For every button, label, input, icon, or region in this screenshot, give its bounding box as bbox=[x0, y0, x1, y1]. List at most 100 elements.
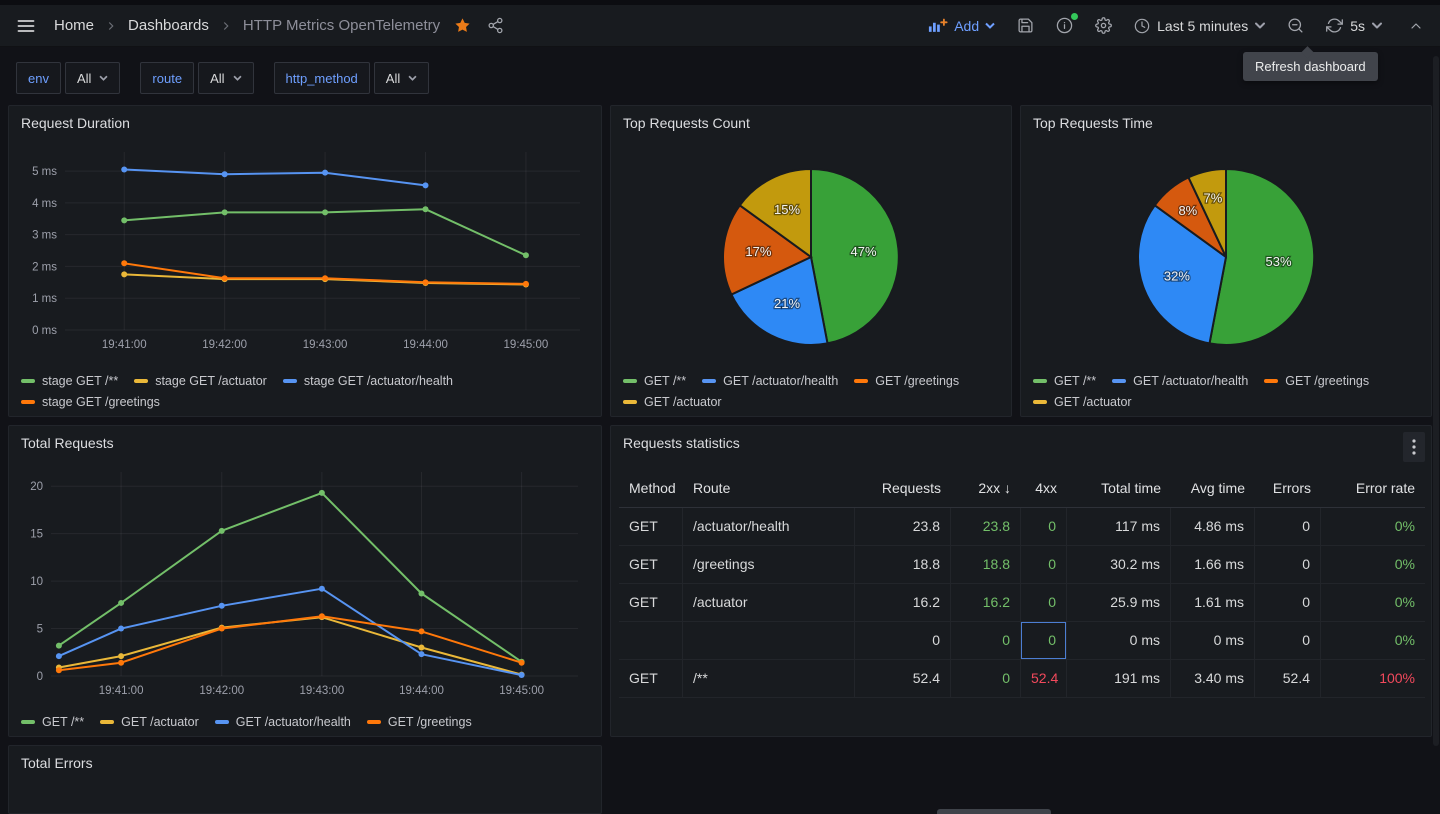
breadcrumb-home[interactable]: Home bbox=[54, 17, 95, 34]
filter-env-value[interactable]: All bbox=[64, 62, 121, 94]
table-cell[interactable]: 0% bbox=[1321, 508, 1425, 546]
table-header-total-time[interactable]: Total time bbox=[1067, 470, 1171, 508]
legend-item[interactable]: GET /actuator bbox=[100, 715, 199, 729]
time-range-picker[interactable]: Last 5 minutes bbox=[1134, 18, 1266, 34]
table-cell[interactable]: 0 bbox=[1021, 546, 1067, 584]
table-header-2xx[interactable]: 2xx ↓ bbox=[951, 470, 1021, 508]
table-cell[interactable]: 0 bbox=[951, 622, 1021, 660]
filter-route-value[interactable]: All bbox=[198, 62, 254, 94]
table-cell[interactable]: 23.8 bbox=[855, 508, 951, 546]
table-cell[interactable] bbox=[683, 622, 855, 660]
legend-item[interactable]: stage GET /actuator/health bbox=[282, 374, 453, 388]
request-duration-chart[interactable]: 0 ms 1 ms 2 ms 3 ms 4 ms 5 ms 19:41:00 19:42:00… bbox=[17, 140, 594, 356]
table-cell[interactable]: 52.4 bbox=[1021, 660, 1067, 698]
table-cell[interactable]: 0% bbox=[1321, 584, 1425, 622]
table-cell[interactable]: 16.2 bbox=[855, 584, 951, 622]
table-cell[interactable]: 25.9 ms bbox=[1067, 584, 1171, 622]
info-icon[interactable] bbox=[1056, 13, 1079, 34]
table-cell[interactable]: 0 bbox=[1021, 508, 1067, 546]
filter-env-label[interactable]: env bbox=[16, 62, 61, 94]
table-cell[interactable]: /actuator/health bbox=[683, 508, 855, 546]
share-icon[interactable] bbox=[487, 17, 504, 34]
top-requests-count-pie[interactable]: 47% 21% 17% 15% bbox=[611, 140, 1011, 358]
table-cell[interactable]: 18.8 bbox=[951, 546, 1021, 584]
table-cell[interactable]: 16.2 bbox=[951, 584, 1021, 622]
table-cell[interactable]: 0 bbox=[1021, 622, 1067, 660]
table-cell[interactable]: 0 bbox=[1255, 508, 1321, 546]
table-cell[interactable]: 117 ms bbox=[1067, 508, 1171, 546]
refresh-interval-label[interactable]: 5s bbox=[1350, 17, 1365, 34]
panel-title[interactable]: Top Requests Count bbox=[623, 115, 750, 131]
panel-title[interactable]: Total Requests bbox=[21, 435, 114, 451]
save-icon[interactable] bbox=[1017, 17, 1034, 34]
legend-item[interactable]: GET /actuator/health bbox=[702, 374, 838, 388]
table-cell[interactable]: 191 ms bbox=[1067, 660, 1171, 698]
legend-item[interactable]: GET /actuator/health bbox=[214, 715, 351, 729]
table-header-avg-time[interactable]: Avg time bbox=[1171, 470, 1255, 508]
legend-item[interactable]: GET /** bbox=[21, 715, 84, 729]
legend-item[interactable]: GET /** bbox=[623, 374, 686, 388]
table-cell[interactable]: 30.2 ms bbox=[1067, 546, 1171, 584]
table-header-route[interactable]: Route bbox=[683, 470, 855, 508]
table-cell[interactable] bbox=[619, 622, 683, 660]
panel-title[interactable]: Request Duration bbox=[21, 115, 130, 131]
panel-menu-icon[interactable] bbox=[1403, 432, 1425, 462]
total-requests-chart[interactable]: 0 5 10 15 20 19:41:00 19:42:00 19:43:00 19:44:00… bbox=[17, 460, 594, 704]
legend-item[interactable]: GET /actuator bbox=[623, 395, 722, 409]
table-cell[interactable]: 0 bbox=[951, 660, 1021, 698]
legend-item[interactable]: stage GET /actuator bbox=[134, 374, 267, 388]
table-cell[interactable]: 1.61 ms bbox=[1171, 584, 1255, 622]
table-cell[interactable]: 0 bbox=[855, 622, 951, 660]
gear-icon[interactable] bbox=[1095, 17, 1113, 34]
legend-item[interactable]: GET /actuator bbox=[1033, 395, 1132, 409]
filter-http-method-value[interactable]: All bbox=[373, 62, 430, 94]
table-cell[interactable]: 52.4 bbox=[1255, 660, 1321, 698]
filter-route-label[interactable]: route bbox=[140, 62, 195, 94]
table-cell[interactable]: 0 bbox=[1255, 584, 1321, 622]
refresh-icon[interactable] bbox=[1326, 17, 1344, 34]
table-cell[interactable]: 0 bbox=[1255, 546, 1321, 584]
legend-item[interactable]: GET /greetings bbox=[1264, 374, 1369, 388]
star-icon[interactable] bbox=[454, 17, 471, 34]
panel-title[interactable]: Total Errors bbox=[21, 755, 93, 771]
table-cell[interactable]: 0% bbox=[1321, 546, 1425, 584]
table-cell[interactable]: 0 bbox=[1021, 584, 1067, 622]
top-requests-time-pie[interactable]: 53% 32% 8% 7% bbox=[1021, 140, 1431, 358]
chevron-up-icon[interactable] bbox=[1408, 18, 1424, 34]
table-cell[interactable]: 52.4 bbox=[855, 660, 951, 698]
table-cell[interactable]: 1.66 ms bbox=[1171, 546, 1255, 584]
menu-icon[interactable] bbox=[16, 16, 36, 36]
panel-title[interactable]: Requests statistics bbox=[623, 435, 740, 451]
table-cell[interactable]: 4.86 ms bbox=[1171, 508, 1255, 546]
table-cell[interactable]: 0 ms bbox=[1171, 622, 1255, 660]
table-cell[interactable]: GET bbox=[619, 546, 683, 584]
table-cell[interactable]: 23.8 bbox=[951, 508, 1021, 546]
table-cell[interactable]: GET bbox=[619, 508, 683, 546]
table-cell[interactable]: GET bbox=[619, 584, 683, 622]
table-cell[interactable]: 100% bbox=[1321, 660, 1425, 698]
table-cell[interactable]: GET bbox=[619, 660, 683, 698]
table-header-method[interactable]: Method bbox=[619, 470, 683, 508]
table-header-4xx[interactable]: 4xx bbox=[1021, 470, 1067, 508]
legend-item[interactable]: stage GET /greetings bbox=[21, 395, 160, 409]
scrollbar[interactable] bbox=[1433, 56, 1439, 746]
zoom-out-icon[interactable] bbox=[1287, 17, 1304, 34]
table-cell[interactable]: /greetings bbox=[683, 546, 855, 584]
legend-item[interactable]: GET /greetings bbox=[854, 374, 959, 388]
table-cell[interactable]: 0 ms bbox=[1067, 622, 1171, 660]
table-cell[interactable]: 3.40 ms bbox=[1171, 660, 1255, 698]
legend-item[interactable]: GET /** bbox=[1033, 374, 1096, 388]
table-header-requests[interactable]: Requests bbox=[855, 470, 951, 508]
table-cell[interactable]: /** bbox=[683, 660, 855, 698]
table-header-error-rate[interactable]: Error rate bbox=[1321, 470, 1425, 508]
table-cell[interactable]: 18.8 bbox=[855, 546, 951, 584]
legend-item[interactable]: stage GET /** bbox=[21, 374, 118, 388]
table-cell[interactable]: 0 bbox=[1255, 622, 1321, 660]
filter-http-method-label[interactable]: http_method bbox=[273, 62, 370, 94]
legend-item[interactable]: GET /actuator/health bbox=[1112, 374, 1248, 388]
table-cell[interactable]: 0% bbox=[1321, 622, 1425, 660]
panel-title[interactable]: Top Requests Time bbox=[1033, 115, 1153, 131]
table-header-errors[interactable]: Errors bbox=[1255, 470, 1321, 508]
legend-item[interactable]: GET /greetings bbox=[366, 715, 472, 729]
table-cell[interactable]: /actuator bbox=[683, 584, 855, 622]
